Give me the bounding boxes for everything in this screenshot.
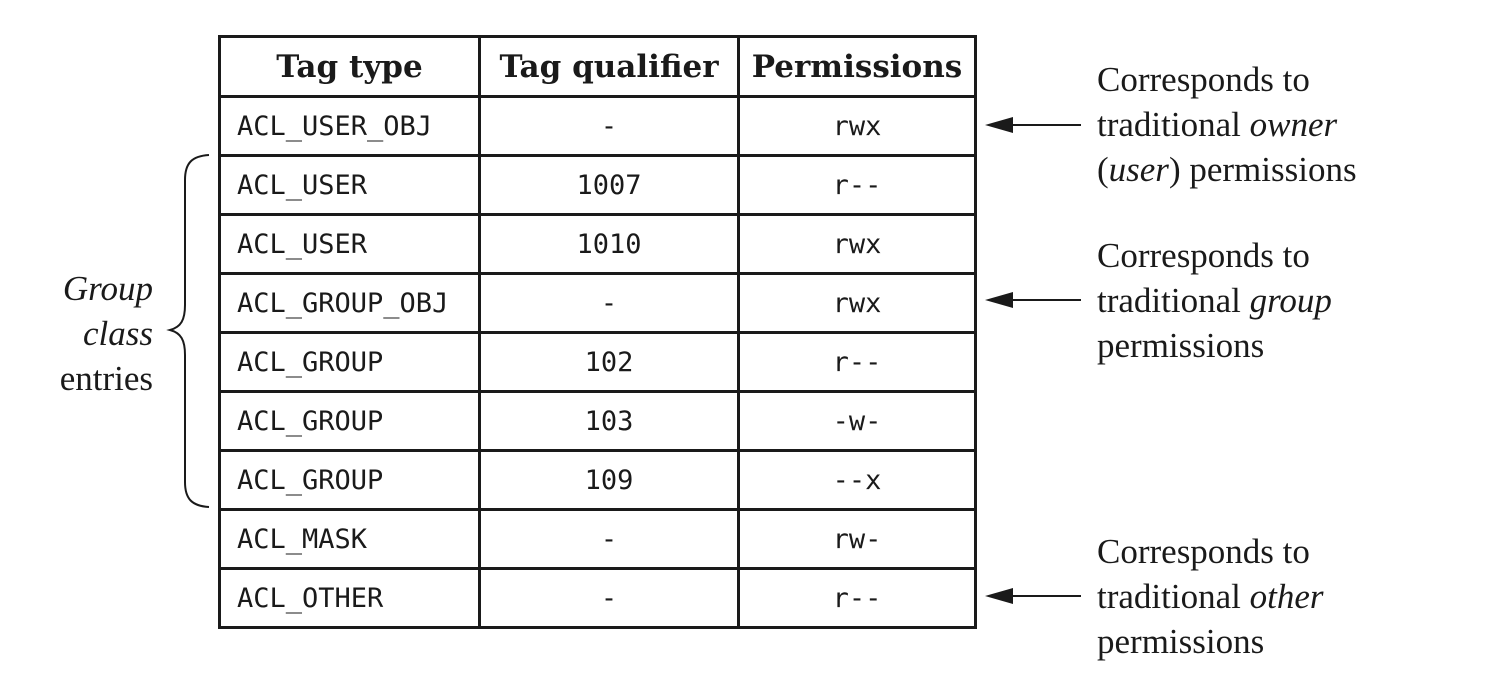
permissions-cell: rwx [737,213,977,275]
table-row: ACL_OTHER - r-- [218,567,977,629]
owner-annotation-user-emphasis: user [1108,150,1169,189]
table-row: ACL_GROUP_OBJ - rwx [218,272,977,334]
tag-qualifier-cell: - [478,272,740,334]
tag-qualifier-cell: 1007 [478,154,740,216]
table-row: ACL_MASK - rw- [218,508,977,570]
permissions-cell: r-- [737,567,977,629]
tag-qualifier-cell: 1010 [478,213,740,275]
tag-qualifier-cell: 109 [478,449,740,511]
header-tag-type: Tag type [218,35,481,98]
tag-type-cell: ACL_MASK [218,508,481,570]
table-row: ACL_USER 1010 rwx [218,213,977,275]
tag-qualifier-cell: - [478,567,740,629]
owner-annotation-emphasis: owner [1249,105,1338,144]
other-annotation-line3: permissions [1097,622,1265,661]
header-permissions: Permissions [737,35,977,98]
owner-annotation-line3: (user) permissions [1097,150,1357,189]
header-tag-qualifier: Tag qualifier [478,35,740,98]
group-annotation-prefix: traditional [1097,281,1250,320]
group-annotation-line2: traditional group [1097,278,1332,323]
group-annotation-emphasis: group [1249,281,1332,320]
group-class-brace [166,154,210,508]
table-header-row: Tag type Tag qualifier Permissions [218,35,977,98]
tag-type-cell: ACL_OTHER [218,567,481,629]
acl-table: Tag type Tag qualifier Permissions ACL_U… [218,35,977,629]
tag-type-cell: ACL_USER [218,154,481,216]
permissions-cell: r-- [737,154,977,216]
permissions-cell: --x [737,449,977,511]
tag-type-cell: ACL_GROUP [218,331,481,393]
owner-annotation-prefix: traditional [1097,105,1250,144]
permissions-cell: rwx [737,95,977,157]
other-annotation-emphasis: other [1249,577,1324,616]
owner-annotation-line1: Corresponds to [1097,60,1310,99]
tag-qualifier-cell: - [478,508,740,570]
tag-type-cell: ACL_GROUP_OBJ [218,272,481,334]
table-row: ACL_USER 1007 r-- [218,154,977,216]
owner-annotation: Corresponds to traditional owner (user) … [1097,57,1357,192]
permissions-cell: rw- [737,508,977,570]
table-row: ACL_GROUP 102 r-- [218,331,977,393]
group-label-line1: Group [62,269,153,308]
permissions-cell: rwx [737,272,977,334]
other-arrow [985,588,1081,604]
table-row: ACL_GROUP 103 -w- [218,390,977,452]
tag-type-cell: ACL_USER_OBJ [218,95,481,157]
permissions-cell: -w- [737,390,977,452]
other-annotation-prefix: traditional [1097,577,1250,616]
owner-arrow [985,117,1081,133]
owner-annotation-line2: traditional owner [1097,102,1357,147]
tag-type-cell: ACL_GROUP [218,449,481,511]
group-label-line3: entries [59,359,153,398]
other-annotation-line2: traditional other [1097,574,1324,619]
tag-type-cell: ACL_GROUP [218,390,481,452]
table-row: ACL_USER_OBJ - rwx [218,95,977,157]
other-annotation: Corresponds to traditional other permiss… [1097,529,1324,664]
group-annotation-line1: Corresponds to [1097,236,1310,275]
group-annotation: Corresponds to traditional group permiss… [1097,233,1332,368]
group-label-line2: class [83,314,153,353]
tag-qualifier-cell: 102 [478,331,740,393]
group-annotation-line3: permissions [1097,326,1265,365]
table-row: ACL_GROUP 109 --x [218,449,977,511]
tag-type-cell: ACL_USER [218,213,481,275]
other-annotation-line1: Corresponds to [1097,532,1310,571]
group-arrow [985,292,1081,308]
tag-qualifier-cell: - [478,95,740,157]
owner-annotation-suffix: permissions [1180,150,1357,189]
tag-qualifier-cell: 103 [478,390,740,452]
permissions-cell: r-- [737,331,977,393]
group-class-label: Group class entries [60,266,153,401]
